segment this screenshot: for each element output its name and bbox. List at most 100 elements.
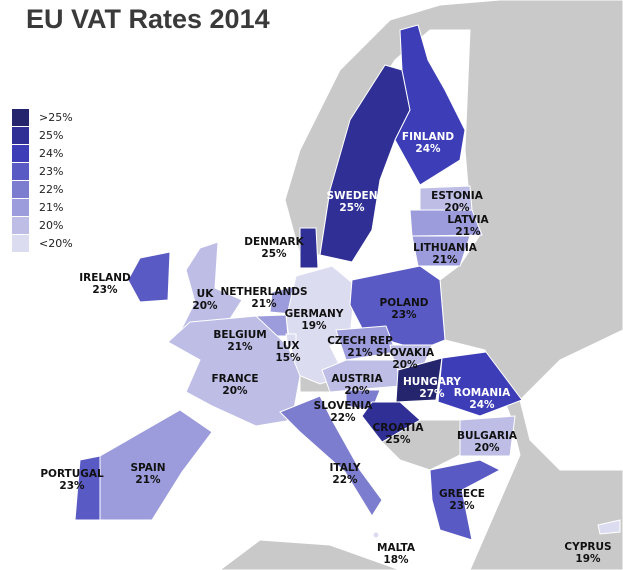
country-name: SLOVENIA xyxy=(313,400,373,412)
legend: >25% 25% 24% 23% 22% 21% 20% <20% xyxy=(12,108,73,252)
label-germany: GERMANY 19% xyxy=(285,308,344,332)
label-bulgaria: BULGARIA 20% xyxy=(457,430,517,454)
country-name: POLAND xyxy=(379,297,429,309)
country-latvia[interactable] xyxy=(409,209,483,237)
country-name: CROATIA xyxy=(372,422,424,434)
country-lithuania[interactable] xyxy=(411,235,471,267)
legend-label: 20% xyxy=(39,218,64,232)
label-malta: MALTA 18% xyxy=(377,542,415,566)
label-sweden: SWEDEN 25% xyxy=(327,190,378,214)
country-hungary[interactable] xyxy=(395,357,443,403)
country-lux[interactable] xyxy=(285,333,297,347)
vat-rate: 24% xyxy=(469,399,495,411)
legend-item: 22% xyxy=(12,180,73,198)
label-slovenia: SLOVENIA 22% xyxy=(314,400,373,424)
legend-item: 23% xyxy=(12,162,73,180)
country-name: ITALY xyxy=(329,462,361,474)
country-name: SLOVAKIA xyxy=(375,347,435,359)
label-austria: AUSTRIA 20% xyxy=(331,373,382,397)
country-finland[interactable] xyxy=(394,24,466,186)
label-latvia: LATVIA 21% xyxy=(447,214,488,238)
label-croatia: CROATIA 25% xyxy=(373,422,424,446)
vat-rate: 21% xyxy=(251,298,277,310)
label-estonia: ESTONIA 20% xyxy=(431,190,483,214)
legend-label: <20% xyxy=(39,236,73,250)
vat-rate: 18% xyxy=(383,554,409,566)
country-romania[interactable] xyxy=(437,351,523,417)
vat-rate: 23% xyxy=(449,500,475,512)
country-spain[interactable] xyxy=(99,409,213,521)
country-malta[interactable] xyxy=(372,531,380,539)
vat-rate: 24% xyxy=(415,143,441,155)
country-name: DENMARK xyxy=(244,236,304,248)
country-name: GREECE xyxy=(439,488,485,500)
non-eu-land xyxy=(219,0,623,570)
label-cyprus: CYPRUS 19% xyxy=(564,541,611,565)
country-name: FINLAND xyxy=(401,131,455,143)
label-spain: SPAIN 21% xyxy=(130,462,165,486)
country-name: AUSTRIA xyxy=(331,373,383,385)
legend-item: <20% xyxy=(12,234,73,252)
vat-rate: 20% xyxy=(474,442,500,454)
legend-label: 22% xyxy=(39,182,64,196)
country-france[interactable] xyxy=(167,315,301,427)
country-denmark[interactable] xyxy=(299,227,319,269)
country-name: UK xyxy=(196,288,214,300)
vat-rate: 19% xyxy=(301,320,327,332)
country-cyprus[interactable] xyxy=(597,519,621,535)
legend-label: 24% xyxy=(39,146,64,160)
label-lux: LUX 15% xyxy=(275,340,300,364)
label-romania: ROMANIA 24% xyxy=(454,387,510,411)
vat-rate: 25% xyxy=(385,434,411,446)
country-name: HUNGARY xyxy=(403,376,461,388)
vat-rate: 21% xyxy=(432,254,458,266)
vat-rate: 23% xyxy=(391,309,417,321)
legend-item: 25% xyxy=(12,126,73,144)
country-name: SPAIN xyxy=(130,462,166,474)
country-name: CYPRUS xyxy=(564,541,612,553)
country-name: BELGIUM xyxy=(213,329,267,341)
vat-rate: 20% xyxy=(192,300,218,312)
country-croatia[interactable] xyxy=(361,401,421,443)
vat-rate: 25% xyxy=(261,248,287,260)
country-greece[interactable] xyxy=(429,459,502,541)
label-finland: FINLAND 24% xyxy=(402,131,454,155)
legend-label: 25% xyxy=(39,128,64,142)
country-italy[interactable] xyxy=(279,395,383,517)
vat-rate: 22% xyxy=(330,412,356,424)
country-germany[interactable] xyxy=(285,265,356,385)
label-france: FRANCE 20% xyxy=(211,373,258,397)
label-italy: ITALY 22% xyxy=(329,462,360,486)
legend-swatch xyxy=(12,234,29,252)
map-title: EU VAT Rates 2014 xyxy=(26,4,270,34)
vat-rate: 20% xyxy=(222,385,248,397)
country-name: CZECH REP xyxy=(327,335,393,347)
vat-rate: 21% xyxy=(455,226,481,238)
legend-swatch xyxy=(12,126,29,144)
country-name: MALTA xyxy=(376,542,416,554)
vat-rate: 15% xyxy=(275,352,301,364)
label-denmark: DENMARK 25% xyxy=(244,236,303,260)
vat-rate: 19% xyxy=(575,553,601,565)
legend-label: 23% xyxy=(39,164,64,178)
label-slovakia: SLOVAKIA 20% xyxy=(376,347,434,371)
country-name: ROMANIA xyxy=(453,387,511,399)
country-bulgaria[interactable] xyxy=(459,415,516,457)
label-ireland: IRELAND 23% xyxy=(79,272,131,296)
label-uk: UK 20% xyxy=(192,288,217,312)
label-greece: GREECE 23% xyxy=(439,488,485,512)
vat-rate: 22% xyxy=(332,474,358,486)
vat-rate: 20% xyxy=(392,359,418,371)
legend-swatch xyxy=(12,108,29,126)
legend-swatch xyxy=(12,162,29,180)
vat-rate: 21% xyxy=(227,341,253,353)
legend-item: >25% xyxy=(12,108,73,126)
country-ireland[interactable] xyxy=(127,251,171,303)
vat-rate: 25% xyxy=(339,202,365,214)
vat-rate: 23% xyxy=(92,284,118,296)
legend-item: 24% xyxy=(12,144,73,162)
country-name: ESTONIA xyxy=(431,190,483,202)
legend-swatch xyxy=(12,216,29,234)
legend-item: 21% xyxy=(12,198,73,216)
country-name: LITHUANIA xyxy=(413,242,477,254)
